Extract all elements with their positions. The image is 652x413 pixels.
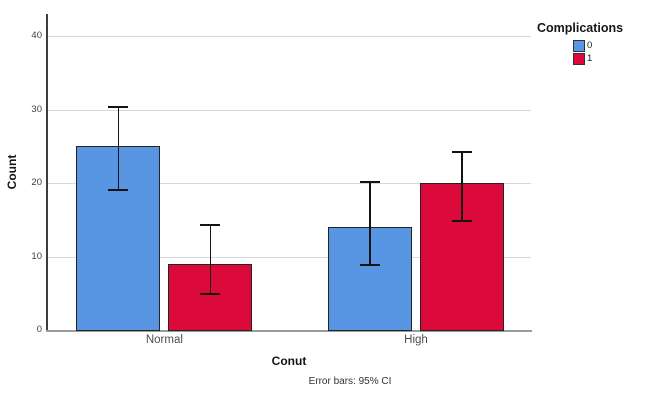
y-tick-label-10: 10	[31, 250, 42, 262]
bar-high-series-0	[328, 227, 412, 331]
error-bar-line-normal-0	[117, 107, 120, 191]
y-tick-label-40: 40	[31, 30, 42, 41]
error-bar-cap-top-normal-1	[200, 223, 221, 226]
error-bar-caption: Error bars: 95% CI	[308, 376, 392, 387]
error-bar-line-high-0	[369, 182, 371, 266]
error-bar-cap-bottom-normal-1	[200, 293, 221, 295]
error-bar-cap-top-normal-0	[108, 106, 129, 109]
y-axis-line	[46, 14, 48, 331]
error-bar-line-high-1	[461, 152, 463, 222]
legend-swatch-1	[573, 52, 585, 65]
x-axis-line	[46, 330, 532, 332]
legend-title: Complications	[537, 21, 624, 35]
error-bar-cap-bottom-high-0	[360, 264, 380, 267]
x-tick-label-normal: Normal	[145, 334, 183, 346]
legend-item-0: 0	[573, 39, 649, 52]
legend-swatch-0	[573, 39, 585, 52]
legend-label-1: 1	[587, 53, 593, 64]
gridline-30	[47, 109, 531, 111]
x-tick-label-high: High	[404, 334, 428, 346]
gridline-40	[47, 36, 531, 37]
y-tick-label-30: 30	[31, 103, 42, 115]
y-tick-label-20: 20	[31, 177, 42, 188]
error-bar-cap-bottom-normal-0	[108, 189, 129, 192]
legend-item-1: 1	[573, 52, 649, 65]
x-axis-title: Conut	[271, 354, 307, 368]
error-bar-cap-top-high-0	[360, 181, 380, 184]
error-bar-cap-bottom-high-1	[452, 220, 472, 223]
legend-label-0: 0	[587, 40, 593, 51]
gridline-10	[47, 256, 531, 258]
y-axis-title: Count	[5, 154, 19, 190]
error-bar-cap-top-high-1	[452, 151, 472, 154]
error-bar-line-normal-1	[209, 224, 212, 294]
y-tick-label-0: 0	[36, 324, 42, 335]
gridline-20	[47, 183, 531, 184]
